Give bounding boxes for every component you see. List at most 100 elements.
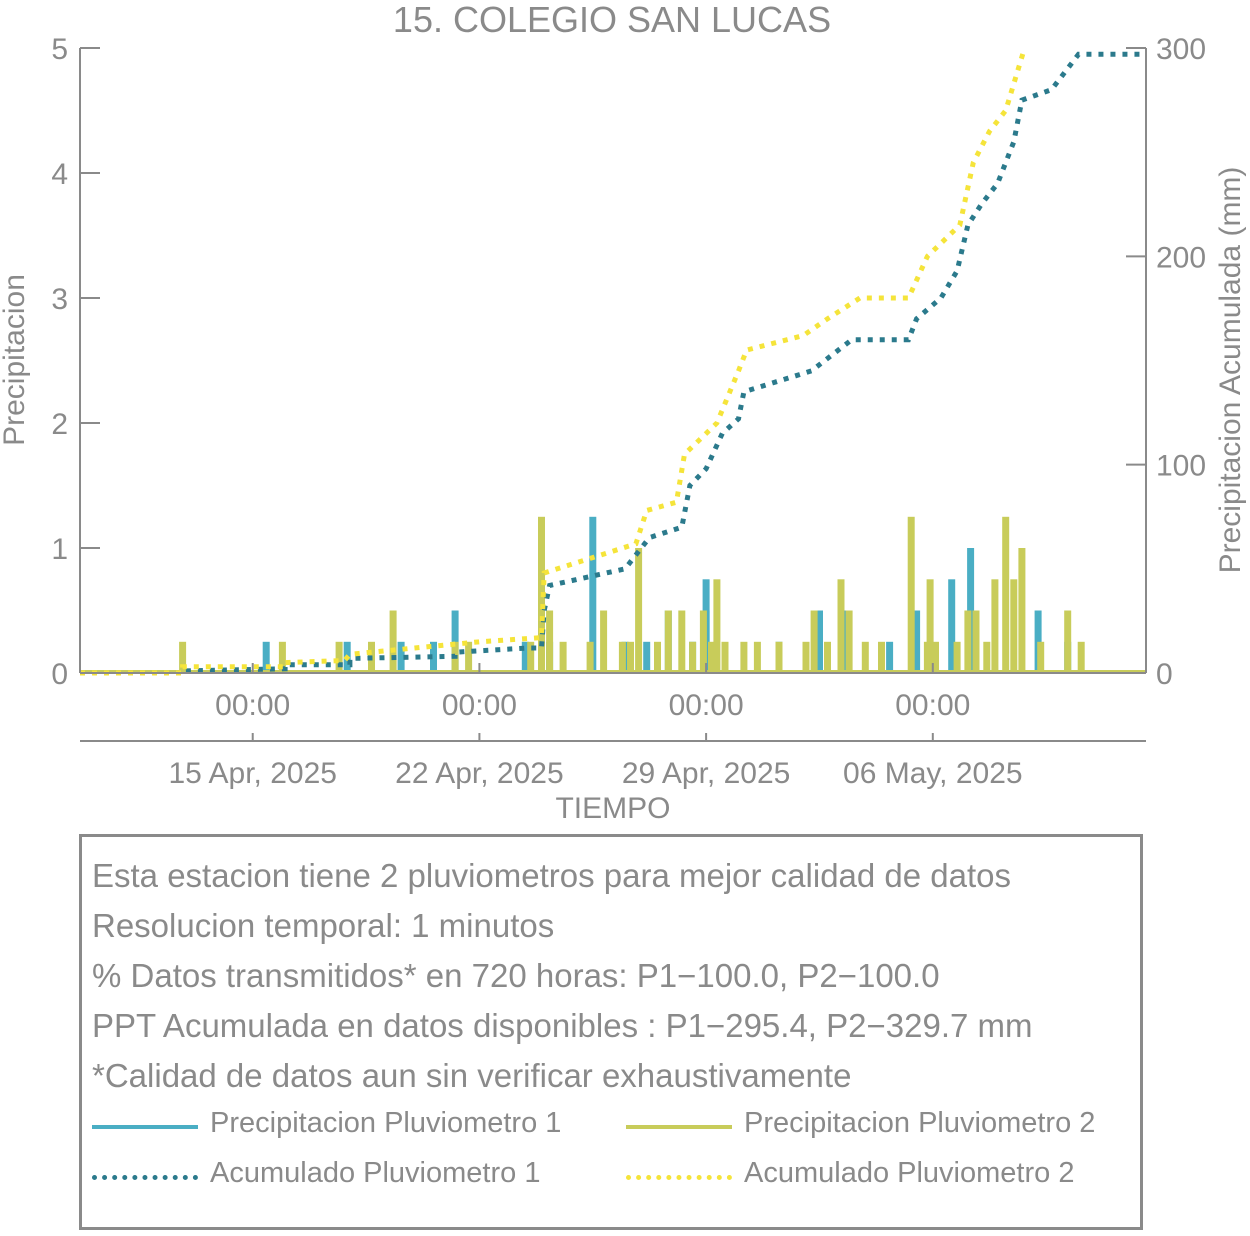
x-tick-time-label: 00:00 (215, 689, 290, 722)
bar-p1-18 (913, 610, 921, 673)
bar-p2-14 (627, 641, 634, 674)
bar-p2-22 (713, 579, 721, 674)
bar-p2-13 (618, 641, 626, 674)
y2-tick-label: 200 (1156, 241, 1206, 274)
info-line-transmitted: % Datos transmitidos* en 720 horas: P1−1… (92, 957, 940, 994)
line-acumulado-1 (80, 51, 1146, 676)
bar-p2-0 (179, 641, 187, 674)
bar-p2-20 (699, 610, 707, 673)
right-y-ticks: 0 100 200 300 (1126, 33, 1206, 691)
x-tick-date-label: 06 May, 2025 (843, 757, 1023, 790)
info-line-accumulated: PPT Acumulada en datos disponibles : P1−… (92, 1007, 1033, 1044)
legend-label: Precipitacion Pluviometro 1 (210, 1107, 562, 1139)
bar-p2-16 (654, 641, 661, 674)
bar-p2-31 (845, 610, 853, 673)
bar-p2-21 (708, 641, 715, 674)
bar-p2-29 (824, 641, 831, 674)
bar-p2-37 (932, 641, 939, 674)
bar-p2-6 (465, 641, 473, 674)
y2-tick-label: 100 (1156, 450, 1206, 483)
bar-p1-17 (886, 641, 894, 674)
bar-p2-24 (740, 641, 748, 674)
line-acumulado-2 (80, 47, 1027, 676)
bar-p2-45 (1018, 548, 1026, 673)
bar-p2-34 (907, 516, 915, 674)
y2-axis-label: Precipitacion Acumulada (mm) (1214, 167, 1247, 574)
bar-p2-4 (389, 610, 397, 673)
bar-p2-11 (586, 641, 594, 674)
bar-p1-15 (816, 610, 823, 673)
y-tick-label: 5 (51, 33, 68, 66)
bar-p2-28 (810, 610, 818, 673)
x-tick-time-label: 00:00 (669, 689, 744, 722)
bar-p1-5 (521, 641, 529, 674)
bar-p2-18 (678, 610, 686, 673)
bar-p1-0 (262, 641, 270, 674)
bar-p2-1 (278, 641, 286, 674)
bar-p2-26 (775, 641, 783, 674)
y2-tick-label: 300 (1156, 33, 1206, 66)
bar-p2-41 (983, 641, 991, 674)
y2-tick-label: 0 (1156, 658, 1173, 691)
info-line-stations: Esta estacion tiene 2 pluviometros para … (92, 857, 1012, 894)
bar-p2-2 (335, 641, 343, 674)
bar-p2-40 (972, 610, 980, 673)
y-tick-label: 4 (51, 158, 68, 191)
bar-p2-15 (635, 548, 643, 673)
bar-p2-39 (964, 610, 972, 673)
bar-p2-30 (837, 579, 845, 674)
legend-swatch-precip-2 (626, 1125, 732, 1129)
bar-p2-25 (753, 641, 761, 674)
bar-p2-23 (721, 641, 729, 674)
bar-p2-33 (878, 641, 885, 674)
legend-label: Acumulado Pluviometro 1 (210, 1157, 541, 1189)
bar-p1-7 (589, 516, 597, 674)
bar-p2-27 (802, 641, 810, 674)
bar-p1-2 (397, 641, 405, 674)
x-tick-date-label: 15 Apr, 2025 (168, 757, 337, 790)
bar-p2-9 (546, 610, 554, 673)
x-tick-date-label: 22 Apr, 2025 (395, 757, 564, 790)
left-y-ticks: 0 1 2 3 4 5 (51, 33, 100, 691)
bar-p2-44 (1010, 579, 1018, 674)
y-tick-label: 3 (51, 283, 68, 316)
chart-title: 15. COLEGIO SAN LUCAS (393, 0, 831, 40)
cumulative-lines (80, 47, 1146, 676)
bar-p1-19 (948, 579, 956, 674)
bar-p1-4 (451, 610, 459, 673)
legend-label: Acumulado Pluviometro 2 (744, 1157, 1075, 1189)
x-axis-label: TIEMPO (555, 792, 670, 825)
bar-p1-21 (1034, 610, 1042, 673)
bar-p2-7 (527, 641, 535, 674)
y-tick-label: 0 (51, 658, 68, 691)
legend-swatch-precip-1 (92, 1125, 198, 1129)
bar-p2-46 (1037, 641, 1045, 674)
bar-p1-9 (643, 641, 651, 674)
x-tick-date-label: 29 Apr, 2025 (622, 757, 791, 790)
bar-p1-3 (430, 641, 437, 674)
bar-p2-38 (953, 641, 961, 674)
y-tick-label: 2 (51, 408, 68, 441)
legend-label: Precipitacion Pluviometro 2 (744, 1107, 1096, 1139)
bar-p2-43 (1002, 516, 1010, 674)
x-tick-time-label: 00:00 (895, 689, 970, 722)
bar-p2-10 (559, 641, 567, 674)
bar-p2-17 (664, 610, 672, 673)
bar-p2-19 (689, 641, 697, 674)
bar-p2-36 (926, 579, 934, 674)
y-tick-label: 1 (51, 533, 68, 566)
y-axis-label: Precipitacion (0, 274, 31, 446)
info-line-resolution: Resolucion temporal: 1 minutos (92, 907, 555, 944)
bar-p2-47 (1064, 610, 1072, 673)
x-tick-time-label: 00:00 (442, 689, 517, 722)
bar-p2-12 (600, 610, 608, 673)
bar-p2-32 (861, 641, 869, 674)
bars-pluviometro-2 (80, 516, 1146, 674)
bar-p2-48 (1077, 641, 1085, 674)
legend-swatch-accum-1 (92, 1175, 198, 1180)
legend-swatch-accum-2 (626, 1175, 732, 1180)
info-box: Esta estacion tiene 2 pluviometros para … (79, 834, 1143, 1230)
bar-p2-42 (991, 579, 999, 674)
x-ticks: 00:00 15 Apr, 2025 00:00 22 Apr, 2025 00:00 2… (168, 663, 1023, 790)
